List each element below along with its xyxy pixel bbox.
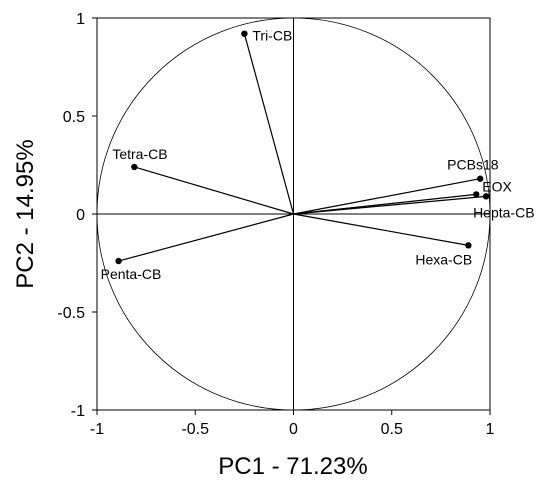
point-label: Tetra-CB <box>112 146 167 162</box>
point-label: Hepta-CB <box>473 204 534 220</box>
loading-point <box>241 30 248 37</box>
x-axis-title: PC1 - 71.23% <box>218 453 367 480</box>
loading-point <box>482 193 490 200</box>
loading-vectors <box>118 33 487 262</box>
y-tick-label: 1 <box>76 11 85 28</box>
y-tick-label: 0 <box>76 207 85 224</box>
y-axis-title: PC2 - 14.95% <box>12 139 39 288</box>
point-label: Penta-CB <box>101 266 162 282</box>
loading-vector <box>118 213 294 262</box>
axis-ticks: -1 -0.5 0 0.5 1 1 0.5 0 -0.5 -1 <box>57 11 494 438</box>
x-tick-label: -0.5 <box>181 421 209 438</box>
x-tick-label: 1 <box>486 421 495 438</box>
loading-point <box>473 191 480 198</box>
loading-vector <box>134 166 294 215</box>
loading-point <box>465 242 472 249</box>
loading-vector <box>293 178 481 215</box>
point-label: EOX <box>482 178 512 194</box>
point-labels: Tri-CB Tetra-CB Penta-CB PCBs18 EOX Hepta-CB H… <box>101 28 535 282</box>
loading-points <box>115 30 490 265</box>
loading-point <box>115 257 122 265</box>
x-tick-label: 0 <box>289 421 298 438</box>
point-label: Tri-CB <box>252 28 292 44</box>
x-tick-label: 0.5 <box>381 421 403 438</box>
loading-vector <box>293 213 469 246</box>
loading-point <box>131 163 138 171</box>
x-tick-label: -1 <box>90 421 104 438</box>
y-tick-label: 0.5 <box>63 109 85 126</box>
loading-vector <box>243 33 295 215</box>
loading-point <box>476 175 484 182</box>
point-label: PCBs18 <box>447 157 499 173</box>
point-label: Hexa-CB <box>415 251 472 267</box>
y-tick-label: -0.5 <box>57 305 85 322</box>
y-tick-label: -1 <box>71 403 85 420</box>
loading-vector <box>293 195 487 215</box>
